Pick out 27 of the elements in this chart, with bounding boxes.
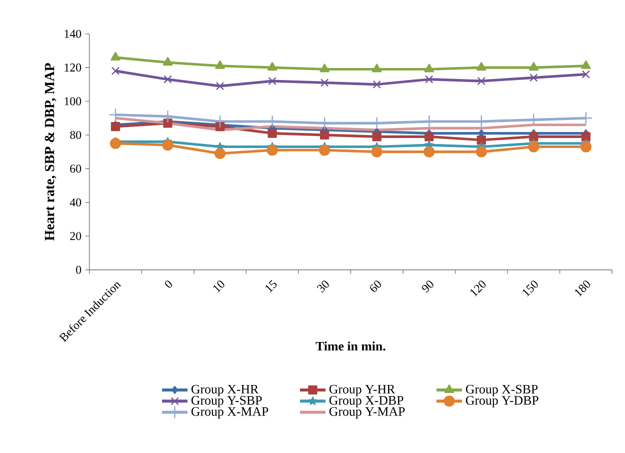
legend-label: Group Y-MAP [329, 407, 405, 418]
legend-label: Group X-DBP [329, 396, 404, 408]
legend-label: Group Y-DBP [466, 396, 538, 408]
y-tick-label: 140 [64, 30, 82, 38]
x-tick-label: 150 [522, 280, 538, 297]
x-tick-label: 30 [316, 280, 329, 293]
y-tick-label: 60 [70, 164, 82, 173]
y-tick-label: 0 [76, 266, 82, 274]
legend-label: Group Y-SBP [191, 396, 262, 408]
legend-label: Group X-HR [191, 384, 259, 396]
x-tick-label: 90 [422, 280, 434, 293]
legend-label: Group X-MAP [191, 407, 268, 418]
x-tick-label: 120 [470, 280, 486, 297]
legend-label: Group X-SBP [466, 384, 538, 396]
y-axis-title: Heart rate, SBP & DBP, MAP [44, 63, 56, 241]
x-axis-title: Time in min. [316, 341, 386, 351]
y-tick-label: 40 [70, 198, 82, 206]
y-tick-label: 100 [64, 97, 82, 106]
x-tick-label: 15 [266, 280, 277, 292]
x-tick-label: 0 [164, 280, 172, 288]
y-tick-label: 80 [70, 130, 82, 139]
x-tick-label: 10 [213, 280, 224, 292]
x-tick-label: 180 [575, 280, 590, 297]
x-tick-label: 60 [370, 280, 382, 292]
y-tick-label: 120 [64, 64, 82, 72]
legend-label: Group Y-HR [329, 384, 396, 396]
y-tick-label: 20 [70, 232, 82, 240]
